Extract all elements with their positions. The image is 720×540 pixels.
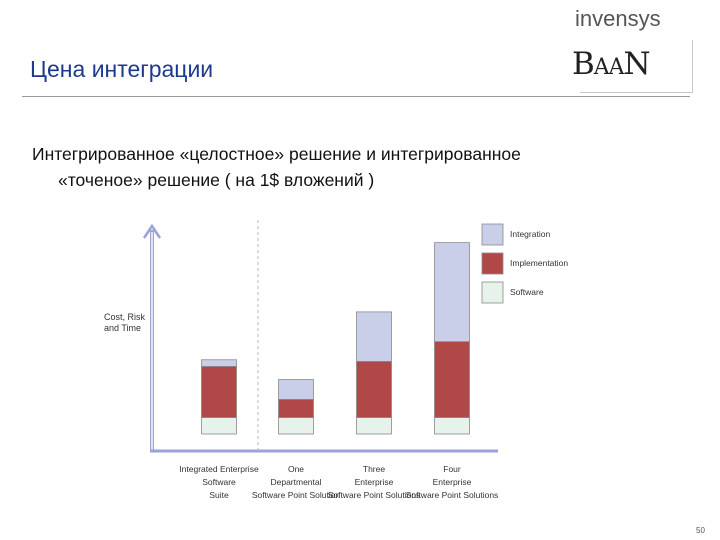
- slide-title: Цена интеграции: [30, 56, 214, 82]
- legend-swatch-implementation: [481, 252, 504, 275]
- x-tick-label-4-line-3: Software Point Solutions: [406, 490, 499, 500]
- bar-4-integration: [434, 242, 470, 343]
- subtitle-line-2: «точеное» решение ( на 1$ вложений ): [58, 170, 375, 190]
- bar-1-software: [201, 417, 237, 435]
- x-tick-label-2-line-3: Software Point Solution: [252, 490, 341, 500]
- bar-2-integration: [278, 379, 314, 400]
- bar-1-implementation: [201, 365, 237, 418]
- legend-label-implementation: Implementation: [510, 258, 568, 268]
- bar-3-software: [356, 417, 392, 435]
- bar-4-implementation: [434, 341, 470, 418]
- page-number: 50: [696, 526, 705, 535]
- bar-2-software: [278, 417, 314, 435]
- x-tick-label-2-line-1: One: [288, 464, 304, 474]
- x-tick-label-3-line-1: Three: [363, 464, 385, 474]
- x-tick-label-4-line-2: Enterprise: [433, 477, 472, 487]
- x-tick-label-3-line-3: Software Point Solutions: [328, 490, 421, 500]
- bar-4-software: [434, 417, 470, 435]
- bar-3-implementation: [356, 360, 392, 418]
- x-tick-label-1-line-1: Integrated Enterprise: [179, 464, 259, 474]
- subtitle-line-1: Интегрированное «целостное» решение и ин…: [32, 144, 521, 164]
- x-tick-label-3-line-2: Enterprise: [355, 477, 394, 487]
- x-tick-label-1-line-2: Software: [202, 477, 236, 487]
- bar-3-integration: [356, 311, 392, 362]
- y-axis-arrowhead: [142, 223, 162, 239]
- logo-invensys: invensys: [575, 6, 661, 31]
- legend-swatch-software: [481, 281, 504, 304]
- x-tick-label-4-line-1: Four: [443, 464, 461, 474]
- legend-swatch-integration: [481, 223, 504, 246]
- title-divider: [22, 96, 690, 97]
- x-tick-label-2-line-2: Departmental: [270, 477, 321, 487]
- legend-label-integration: Integration: [510, 229, 550, 239]
- logo-frame: [580, 40, 693, 93]
- legend-label-software: Software: [510, 287, 544, 297]
- y-axis-label-line-2: and Time: [104, 323, 141, 333]
- y-axis-label-line-1: Cost, Risk: [104, 312, 146, 322]
- bar-1-integration: [201, 359, 237, 367]
- bar-2-implementation: [278, 398, 314, 418]
- slide-subtitle: Интегрированное «целостное» решение и ин…: [32, 141, 692, 193]
- logo-baan: BaaN: [572, 46, 651, 82]
- x-tick-label-1-line-3: Suite: [209, 490, 229, 500]
